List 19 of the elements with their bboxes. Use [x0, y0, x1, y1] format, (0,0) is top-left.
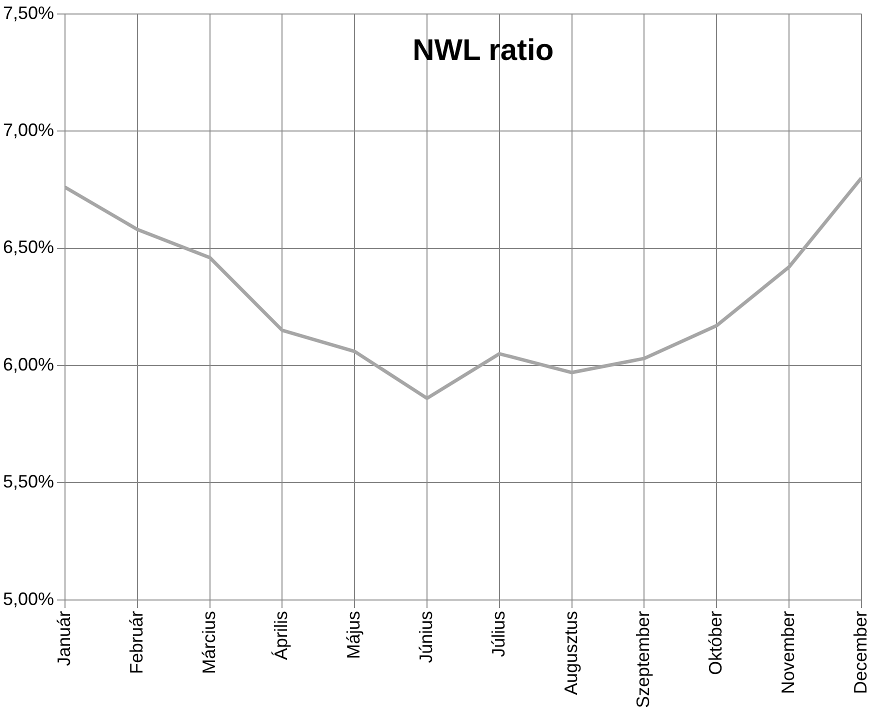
text: NWL ratio: [412, 34, 554, 68]
y-tick-label: 5,50%: [2, 472, 54, 492]
x-tick-label: Október: [706, 610, 726, 675]
x-tick-label: Augusztus: [560, 610, 581, 696]
x-tick-label: December: [850, 610, 870, 694]
x-tick-label: November: [778, 610, 798, 694]
x-tick-label: Március: [198, 610, 219, 674]
y-tick-label: 5,00%: [2, 588, 54, 609]
x-tick-label: Február: [126, 610, 146, 674]
y-tick-label: 6,50%: [2, 237, 54, 258]
x-tick-label: Szeptember: [633, 610, 654, 708]
x-tick-label: Április: [271, 610, 292, 660]
y-tick-label: 7,00%: [2, 120, 54, 140]
y-tick-label: 6,00%: [2, 354, 54, 374]
x-tick-label: Július: [488, 610, 508, 657]
y-tick-label: 7,50%: [2, 2, 54, 23]
x-tick-label: Január: [54, 610, 74, 666]
x-tick-label: Június: [416, 610, 436, 663]
x-tick-label: Május: [344, 610, 364, 659]
